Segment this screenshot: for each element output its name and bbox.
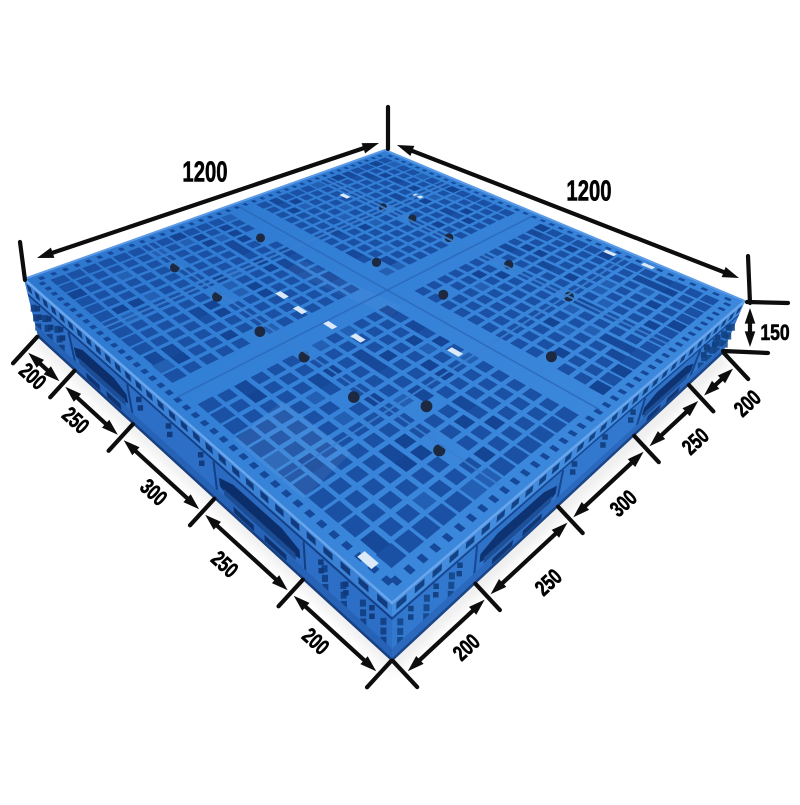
svg-text:1200: 1200: [566, 175, 611, 207]
svg-text:150: 150: [760, 321, 789, 345]
svg-text:1200: 1200: [182, 156, 227, 188]
